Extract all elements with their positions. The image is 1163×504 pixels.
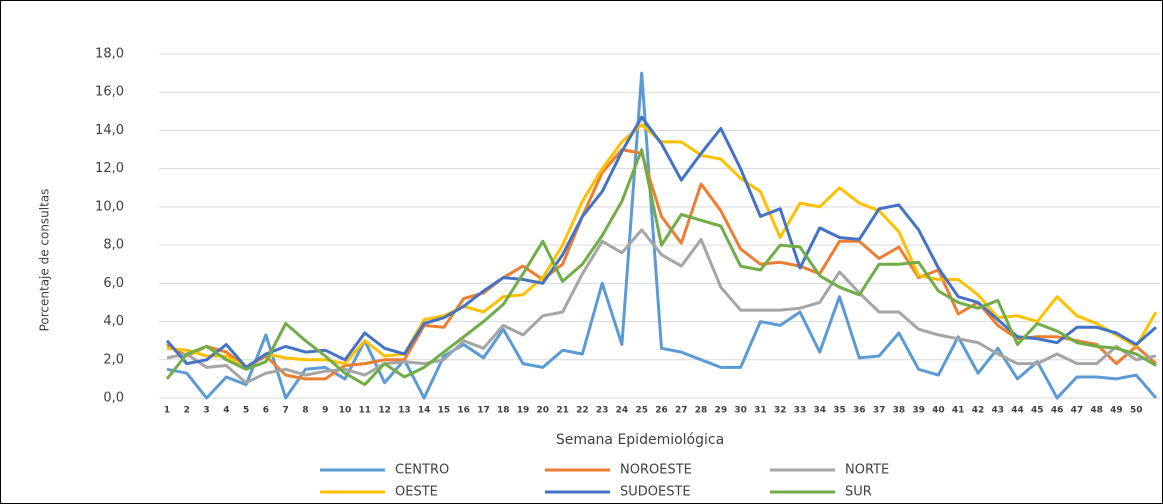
x-tick-label: 23	[596, 406, 609, 416]
x-tick-label: 34	[813, 406, 826, 416]
x-tick-label: 20	[537, 406, 550, 416]
series-line	[165, 148, 1157, 387]
x-tick-label: 3	[203, 406, 209, 416]
y-tick-label: 8,0	[103, 238, 124, 253]
x-tick-label: 14	[418, 406, 431, 416]
x-tick-label: 16	[457, 406, 470, 416]
legend-label: OESTE	[395, 485, 438, 500]
series-line	[166, 228, 1157, 385]
x-tick-label: 1	[164, 406, 170, 416]
y-axis-title: Porcentaje de consultas	[38, 189, 52, 332]
x-tick-label: 6	[263, 406, 269, 416]
x-tick-label: 30	[734, 406, 747, 416]
x-tick-label: 47	[1071, 406, 1084, 416]
x-tick-label: 11	[359, 406, 372, 416]
x-tick-label: 38	[893, 406, 906, 416]
x-tick-label: 24	[616, 406, 629, 416]
x-axis-title: Semana Epidemiológica	[556, 432, 724, 448]
x-tick-label: 26	[655, 406, 668, 416]
x-tick-label: 44	[1011, 406, 1024, 416]
x-tick-label: 2	[184, 406, 190, 416]
x-tick-label: 32	[774, 406, 787, 416]
x-tick-label: 5	[243, 406, 249, 416]
x-tick-label: 10	[339, 406, 352, 416]
y-tick-label: 0,0	[103, 391, 124, 406]
x-tick-label: 49	[1110, 406, 1123, 416]
x-tick-label: 36	[853, 406, 866, 416]
series-line	[166, 148, 1157, 381]
y-tick-label: 10,0	[95, 199, 124, 214]
series-line	[165, 115, 1157, 369]
x-tick-label: 15	[438, 406, 451, 416]
x-tick-label: 22	[576, 406, 589, 416]
x-tick-label: 37	[873, 406, 886, 416]
x-tick-label: 29	[715, 406, 728, 416]
legend-label: SUDOESTE	[620, 485, 691, 500]
x-tick-label: 8	[302, 406, 308, 416]
x-tick-label: 43	[991, 406, 1004, 416]
y-tick-label: 18,0	[95, 47, 124, 62]
y-tick-label: 2,0	[103, 352, 124, 367]
y-tick-label: 12,0	[95, 161, 124, 176]
y-tick-label: 16,0	[95, 85, 124, 100]
x-tick-label: 33	[794, 406, 807, 416]
x-tick-label: 7	[283, 406, 289, 416]
x-tick-label: 18	[497, 406, 510, 416]
legend-label: SUR	[845, 485, 872, 500]
x-tick-label: 9	[322, 406, 328, 416]
legend-label: NORTE	[845, 463, 889, 478]
x-tick-label: 17	[477, 406, 490, 416]
x-tick-label: 4	[223, 406, 229, 416]
y-tick-label: 4,0	[103, 314, 124, 329]
x-tick-label: 41	[952, 406, 965, 416]
x-tick-label: 28	[695, 406, 708, 416]
x-tick-label: 40	[932, 406, 945, 416]
x-tick-label: 35	[833, 406, 846, 416]
x-tick-label: 42	[972, 406, 985, 416]
x-tick-label: 25	[635, 406, 648, 416]
x-tick-label: 39	[912, 406, 925, 416]
x-tick-label: 50	[1130, 406, 1143, 416]
legend-label: NOROESTE	[620, 463, 692, 478]
legend-label: CENTRO	[395, 463, 449, 478]
y-tick-label: 6,0	[103, 276, 124, 291]
x-tick-label: 45	[1031, 406, 1044, 416]
x-tick-label: 31	[754, 406, 767, 416]
x-tick-label: 27	[675, 406, 688, 416]
x-tick-label: 21	[556, 406, 569, 416]
x-tick-label: 12	[378, 406, 391, 416]
x-tick-label: 19	[517, 406, 530, 416]
y-tick-label: 14,0	[95, 123, 124, 138]
x-tick-label: 13	[398, 406, 411, 416]
x-tick-label: 46	[1051, 406, 1064, 416]
x-tick-label: 48	[1090, 406, 1103, 416]
